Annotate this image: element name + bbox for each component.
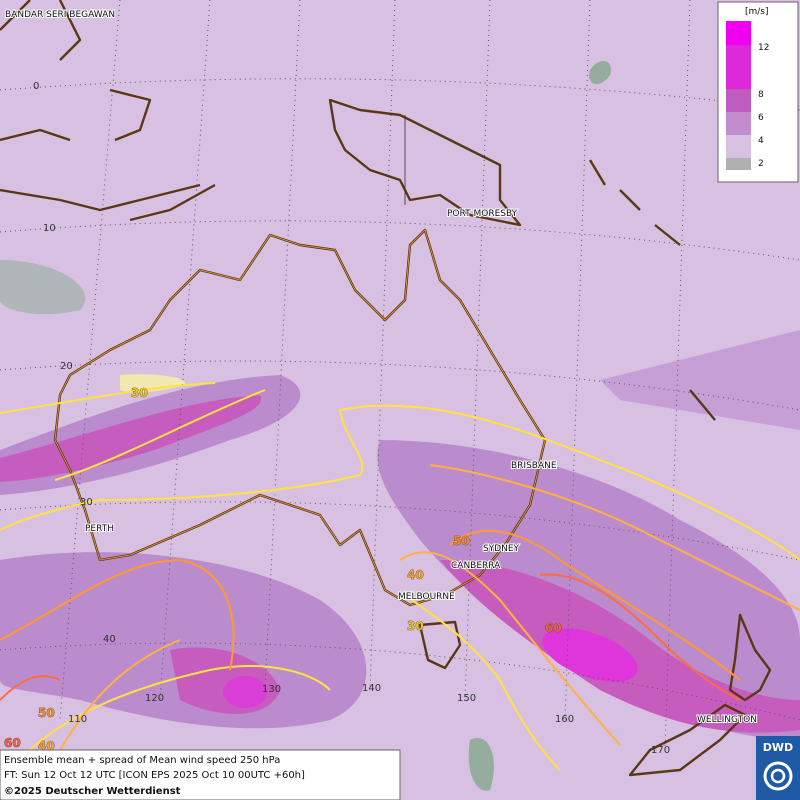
coastline xyxy=(588,159,716,421)
lon-label: 160 xyxy=(555,714,574,725)
city-label: WELLINGTON xyxy=(697,715,757,725)
caption-line: Ensemble mean + spread of Mean wind spee… xyxy=(4,755,280,766)
caption: Ensemble mean + spread of Mean wind spee… xyxy=(0,749,401,800)
lat-label: 30 xyxy=(80,497,93,508)
coastline xyxy=(628,613,772,777)
grid-line xyxy=(0,642,800,721)
contour-label: 50 xyxy=(453,534,470,548)
city-label: SYDNEY xyxy=(483,544,520,554)
caption-line: FT: Sun 12 Oct 12 UTC [ICON EPS 2025 Oct… xyxy=(4,770,305,781)
legend-swatch xyxy=(726,45,751,89)
coastlines xyxy=(0,0,772,777)
lon-label: 120 xyxy=(145,693,164,704)
city-label: BRISBANE xyxy=(511,461,557,471)
contour-30 xyxy=(0,382,800,561)
field xyxy=(223,676,267,708)
legend-tick: 4 xyxy=(758,136,764,146)
contour-30 xyxy=(0,594,561,781)
contour-label: 50 xyxy=(38,706,55,720)
legend-tick: 6 xyxy=(758,113,764,123)
contour-60 xyxy=(0,573,741,701)
city-label: BANDAR SERI BEGAWAN xyxy=(5,10,115,20)
lon-label: 170 xyxy=(651,745,670,756)
grid-line xyxy=(59,0,121,721)
legend-tick: 2 xyxy=(758,159,764,169)
contour-labels: 30 30 40 40 50 50 60 60 xyxy=(4,386,562,754)
contour-50 xyxy=(0,529,741,681)
contour-label: 30 xyxy=(131,386,148,400)
lat-label: 10 xyxy=(43,223,56,234)
lat-label: 40 xyxy=(103,634,116,645)
lon-label: 110 xyxy=(68,714,87,725)
lat-label: 0 xyxy=(33,81,39,92)
city-label: PERTH xyxy=(85,524,114,534)
legend: [m/s] 12 8 6 4 2 xyxy=(717,1,799,183)
grid-line xyxy=(0,78,800,111)
wind-fields xyxy=(0,60,800,791)
legend-tick: 8 xyxy=(758,90,764,100)
legend-tick: 12 xyxy=(758,43,769,53)
lon-label: 140 xyxy=(362,683,381,694)
legend-unit: [m/s] xyxy=(745,7,769,17)
legend-swatch xyxy=(726,89,751,112)
grid-labels: 0 10 20 30 40 110 120 130 140 150 160 17… xyxy=(33,81,670,756)
grid-line xyxy=(664,0,691,751)
legend-swatch xyxy=(726,158,751,170)
coastline xyxy=(0,0,216,222)
grid-line xyxy=(0,220,800,261)
lat-label: 20 xyxy=(60,361,73,372)
land-patch xyxy=(0,260,86,315)
contour-label: 60 xyxy=(4,736,21,750)
land-patch xyxy=(589,60,611,85)
logo-swirl xyxy=(770,768,786,784)
logo: DWD xyxy=(756,736,800,800)
grid-line xyxy=(0,360,800,411)
coastline xyxy=(418,620,462,670)
land-patch xyxy=(120,374,186,393)
grid-line xyxy=(264,0,301,691)
grid-line xyxy=(564,0,591,721)
grid-line xyxy=(0,501,800,561)
city-label: MELBOURNE xyxy=(398,592,455,602)
coastline xyxy=(54,229,546,606)
coastline xyxy=(328,98,522,227)
field xyxy=(600,330,800,430)
contour-label: 40 xyxy=(407,568,424,582)
grid-line xyxy=(159,0,211,701)
legend-swatch xyxy=(726,135,751,158)
legend-swatch xyxy=(726,112,751,135)
caption-line: ©2025 Deutscher Wetterdienst xyxy=(4,786,181,797)
contour-label: 30 xyxy=(407,619,424,633)
caption-box xyxy=(0,749,401,800)
field xyxy=(377,440,800,740)
logo-text: DWD xyxy=(763,741,793,754)
legend-swatch xyxy=(726,21,751,45)
grid-line xyxy=(464,0,491,701)
land-patch xyxy=(468,738,494,791)
field xyxy=(542,628,638,682)
contour-label: 60 xyxy=(545,621,562,635)
city-label: PORT MORESBY xyxy=(447,209,518,219)
lon-label: 150 xyxy=(457,693,476,704)
logo-swirl xyxy=(763,761,793,791)
city-label: CANBERRA xyxy=(451,561,501,571)
city-labels: BANDAR SERI BEGAWAN PORT MORESBY BRISBAN… xyxy=(4,9,758,726)
lon-label: 130 xyxy=(262,684,281,695)
